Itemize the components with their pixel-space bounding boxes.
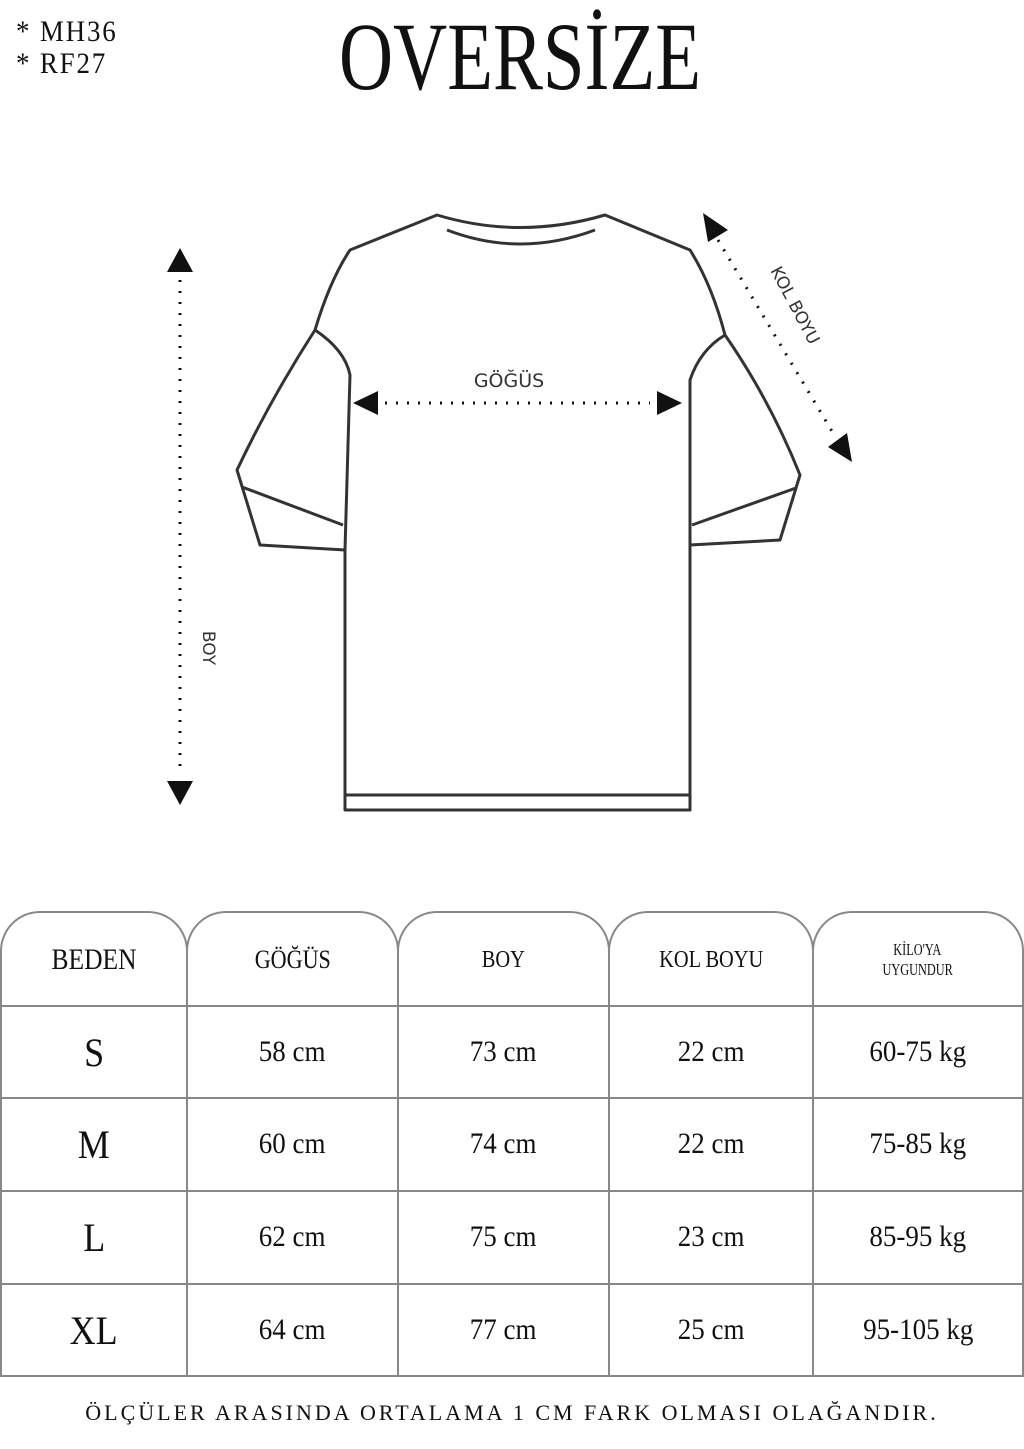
cell-weight: 95-105 kg xyxy=(862,1313,974,1346)
sleeve-arrow-down xyxy=(828,433,852,462)
divider xyxy=(0,965,2,1377)
tshirt-diagram: GÖĞÜS BOY KOL BOYU xyxy=(167,213,852,812)
right-shoulder-seam xyxy=(688,333,726,545)
header-length: BOY xyxy=(397,911,610,1007)
length-label: BOY xyxy=(198,631,218,666)
cell-sleeve: 22 cm xyxy=(677,1035,745,1068)
product-codes: * MH36 * RF27 xyxy=(16,16,129,80)
chest-label: GÖĞÜS xyxy=(474,368,544,392)
divider xyxy=(0,1375,1024,1377)
cell-length: 75 cm xyxy=(470,1220,537,1253)
right-cuff xyxy=(691,486,797,527)
chest-arrow-left xyxy=(353,391,378,415)
cell-size: XL xyxy=(69,1307,118,1353)
cell-size: S xyxy=(83,1029,105,1075)
divider xyxy=(812,965,814,1377)
product-code: * MH36 xyxy=(16,15,118,48)
size-table: BEDEN GÖĞÜS BOY KOL BOYU KİLO'YA UYGUNDUR… xyxy=(0,905,1024,1377)
footer-note: ÖLÇÜLER ARASINDA ORTALAMA 1 CM FARK OLMA… xyxy=(85,1400,939,1425)
header-chest: GÖĞÜS xyxy=(186,911,399,1007)
cell-length: 74 cm xyxy=(470,1127,537,1160)
length-arrow-down xyxy=(167,781,193,805)
cell-sleeve: 25 cm xyxy=(677,1313,745,1346)
product-code: * RF27 xyxy=(16,47,108,80)
cell-chest: 60 cm xyxy=(259,1127,326,1160)
sleeve-arrow-up xyxy=(703,213,728,242)
cell-size: M xyxy=(77,1121,111,1167)
cell-chest: 64 cm xyxy=(259,1313,326,1346)
cell-length: 77 cm xyxy=(470,1313,537,1346)
cell-weight: 60-75 kg xyxy=(869,1035,967,1068)
length-arrow-up xyxy=(167,248,193,272)
header-weight: KİLO'YA UYGUNDUR xyxy=(812,911,1024,1007)
cell-weight: 75-85 kg xyxy=(869,1127,967,1160)
cell-length: 73 cm xyxy=(470,1035,537,1068)
tshirt-outline xyxy=(235,213,802,812)
header-sleeve: KOL BOYU xyxy=(608,911,814,1007)
divider xyxy=(1022,965,1024,1377)
divider xyxy=(608,965,610,1377)
divider xyxy=(0,1097,1024,1099)
page-title: OVERSİZE xyxy=(339,3,701,110)
divider xyxy=(0,1190,1024,1192)
divider xyxy=(397,965,399,1377)
cell-chest: 62 cm xyxy=(259,1220,326,1253)
cell-sleeve: 22 cm xyxy=(677,1127,745,1160)
collar xyxy=(446,228,596,246)
cell-weight: 85-95 kg xyxy=(869,1220,967,1253)
divider xyxy=(186,965,188,1377)
cell-chest: 58 cm xyxy=(259,1035,326,1068)
cell-size: L xyxy=(83,1214,105,1260)
left-shoulder-seam xyxy=(314,328,352,551)
left-cuff xyxy=(241,485,344,527)
chest-arrow-right xyxy=(657,391,682,415)
header-size: BEDEN xyxy=(0,911,188,1007)
divider xyxy=(0,1005,1024,1007)
cell-sleeve: 23 cm xyxy=(677,1220,745,1253)
divider xyxy=(0,1283,1024,1285)
